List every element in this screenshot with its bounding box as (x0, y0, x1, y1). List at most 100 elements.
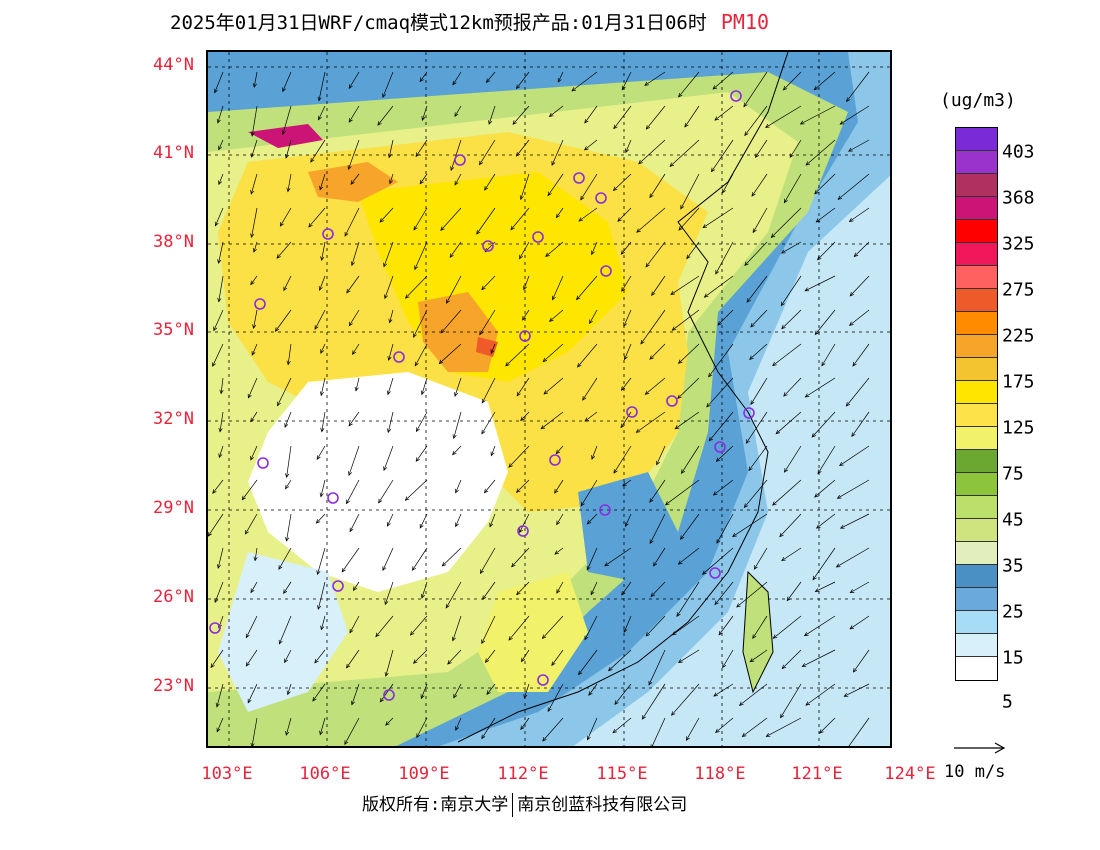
wind-arrow (510, 207, 530, 231)
wind-arrow (711, 139, 734, 173)
lat-label-29: 29°N (153, 498, 194, 518)
wind-arrow (350, 241, 360, 267)
wind-arrow (212, 479, 224, 494)
wind-arrow (542, 343, 564, 363)
wind-arrow (409, 615, 428, 636)
wind-arrow (516, 71, 530, 90)
wind-arrow (664, 479, 700, 506)
wind-arrow (384, 581, 394, 606)
wind-arrow (554, 547, 564, 555)
wind-arrow (648, 649, 666, 686)
wind-arrow (781, 649, 802, 670)
wind-arrow (556, 581, 564, 594)
wind-arrow (744, 241, 768, 266)
wind-arrow (677, 649, 700, 663)
legend-swatch (956, 243, 997, 266)
map-title: 2025年01月31日WRF/cmaq模式12km预报产品:01月31日06时 P… (170, 8, 769, 35)
wind-arrow (250, 139, 258, 158)
wind-arrow (250, 445, 258, 461)
wind-arrow (703, 275, 734, 298)
wind-arrow (511, 547, 530, 568)
wind-arrow (749, 649, 768, 663)
wind-arrow (582, 377, 598, 401)
lat-label-41: 41°N (153, 143, 194, 163)
legend-swatch (956, 381, 997, 404)
wind-arrow (678, 71, 700, 98)
wind-arrow (589, 309, 598, 325)
lon-label-124: 124°E (884, 764, 936, 784)
wind-arrow (438, 343, 462, 365)
wind-arrow (621, 71, 632, 91)
legend-swatch (956, 657, 997, 680)
wind-arrow (839, 445, 870, 467)
wind-arrow (385, 717, 394, 726)
city-marker (573, 172, 585, 184)
lat-label-38: 38°N (153, 232, 194, 252)
wind-arrow (286, 343, 292, 366)
wind-arrow (214, 71, 224, 94)
lat-label-23: 23°N (153, 676, 194, 696)
wind-arrow (685, 717, 700, 742)
legend-label-45: 45 (1002, 509, 1024, 531)
wind-arrow (753, 547, 768, 570)
wind-arrow (284, 649, 292, 664)
wind-arrow (481, 717, 496, 740)
wind-arrow (713, 683, 734, 697)
wind-arrow (848, 139, 870, 152)
wind-arrow (635, 411, 666, 433)
lon-label-103: 103°E (201, 764, 253, 784)
wind-arrow (591, 241, 598, 256)
wind-arrow (479, 309, 496, 336)
legend-swatch (956, 266, 997, 289)
legend-label-35: 35 (1002, 555, 1024, 577)
wind-arrow (250, 717, 258, 746)
wind-arrow (620, 377, 632, 391)
wind-arrow (749, 343, 768, 360)
wind-arrow (217, 241, 224, 264)
wind-arrow (670, 275, 700, 295)
legend-swatch (956, 519, 997, 542)
wind-arrow (348, 105, 360, 123)
legend-swatch (956, 289, 997, 312)
wind-arrow (250, 411, 258, 423)
city-marker (517, 525, 529, 537)
wind-arrow (547, 173, 564, 197)
copyright-left: 版权所有:南京大学 (362, 795, 509, 815)
wind-arrow (680, 173, 700, 210)
wind-arrow (745, 411, 768, 444)
wind-arrow (801, 649, 836, 667)
wind-arrow (548, 105, 564, 118)
wind-arrow (354, 377, 360, 392)
wind-arrow (215, 683, 224, 708)
wind-arrow (483, 479, 496, 494)
wind-arrow (722, 173, 734, 194)
wind-arrow (839, 513, 870, 529)
wind-arrow (712, 479, 734, 496)
wind-arrow (216, 717, 224, 733)
wind-arrow (591, 445, 598, 460)
wind-arrow (852, 649, 870, 673)
wind-arrow (349, 513, 360, 533)
wind-arrow (479, 547, 496, 575)
wind-arrow (680, 513, 700, 540)
wind-arrow (352, 343, 360, 356)
wind-arrow (419, 173, 428, 185)
wind-arrow (743, 71, 768, 108)
legend-label-275: 275 (1002, 279, 1035, 301)
wind-arrow (515, 139, 530, 157)
wind-arrow (555, 445, 564, 455)
wind-arrow (512, 105, 530, 125)
wind-arrow (551, 139, 564, 166)
wind-arrow (251, 343, 258, 356)
wind-arrow (414, 241, 428, 271)
wind-arrow (344, 207, 360, 237)
wind-arrow (320, 411, 326, 433)
wind-arrow (676, 581, 700, 617)
wind-arrow (714, 105, 734, 121)
wind-arrow (348, 309, 360, 327)
wind-arrow (584, 615, 598, 641)
wind-arrow (588, 683, 598, 696)
wind-arrow (541, 615, 564, 640)
wind-arrow (770, 207, 802, 238)
wind-arrow (649, 513, 666, 545)
